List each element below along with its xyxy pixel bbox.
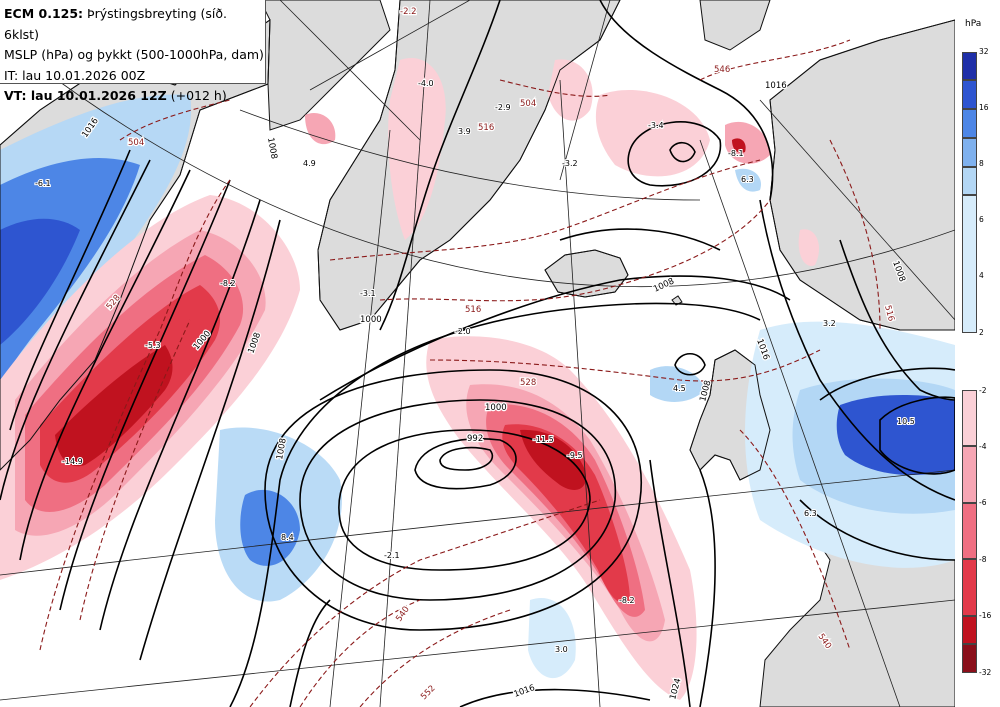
change-label: -2.1: [384, 551, 400, 560]
legend-tick: -4: [979, 442, 987, 451]
legend-swatch-rise: [962, 80, 977, 109]
change-label: 3.2: [823, 319, 836, 328]
model-name: ECM 0.125:: [4, 6, 84, 21]
header-line-4: VT: lau 10.01.2026 12Z (+012 h): [4, 86, 265, 107]
thickness-label: -2.2: [400, 7, 417, 17]
legend-tick: -6: [979, 498, 987, 507]
change-label: -14.9: [62, 457, 83, 466]
change-label: 6.3: [741, 175, 754, 184]
isobar-label: 1016: [765, 81, 787, 91]
thickness-contours: [39, 39, 881, 707]
header-line-2: MSLP (hPa) og þykkt (500-1000hPa, dam): [4, 47, 264, 62]
change-label: 10.5: [897, 417, 915, 426]
legend-swatch-rise: [962, 195, 977, 333]
weather-map: 1016 1008 1000 1008 1000 1008 992 1000 1…: [0, 0, 955, 707]
isobars: [0, 0, 955, 707]
legend-swatch-fall: [962, 503, 977, 559]
isobar-label: 992: [467, 434, 483, 444]
change-label: -11.5: [533, 435, 554, 444]
change-label: 4.5: [673, 384, 686, 393]
legend-tick: 32: [979, 47, 989, 56]
change-label: -3.1: [360, 289, 376, 298]
change-label: 4.9: [303, 159, 316, 168]
legend-swatch-fall: [962, 390, 977, 446]
header-line-3: IT: lau 10.01.2026 00Z: [4, 67, 146, 83]
legend-swatch-rise: [962, 167, 977, 195]
change-label: -3.2: [562, 159, 578, 168]
fall-area-greenland: [388, 58, 446, 240]
legend-tick: -16: [979, 611, 992, 620]
change-label: -3.4: [648, 121, 664, 130]
change-label: -9.5: [567, 451, 583, 460]
change-label: -5.3: [145, 341, 161, 350]
change-label: 8.4: [281, 533, 294, 542]
legend-swatch-rise: [962, 138, 977, 167]
legend-tick: 8: [979, 159, 984, 168]
legend-tick: -2: [979, 386, 987, 395]
isobar-label: 1000: [360, 315, 382, 325]
thickness-label: 504: [520, 99, 536, 109]
change-label: -2.9: [495, 103, 511, 112]
change-label: -8.2: [619, 596, 635, 605]
svalbard-land: [699, 0, 771, 51]
legend-tick: 16: [979, 103, 989, 112]
change-label: -2.0: [455, 327, 471, 336]
forecast-hour: (+012 h): [170, 88, 227, 103]
legend-swatch-rise: [962, 52, 977, 80]
legend-unit: hPa: [965, 19, 982, 29]
change-label: 3.0: [555, 645, 568, 654]
legend-swatch-rise: [962, 109, 977, 138]
change-label: -8.2: [220, 279, 236, 288]
pressure-fall-areas: [0, 58, 820, 700]
legend-tick: -8: [979, 555, 987, 564]
legend-tick: 2: [979, 328, 984, 337]
legend-swatch-fall: [962, 559, 977, 616]
color-legend: hPa 32 16 8 6 4 2 -2 -4 -6 -8 -16 -32: [957, 0, 1000, 707]
thickness-label: 528: [520, 378, 536, 388]
rise-area-atlantic: [528, 598, 576, 679]
legend-tick: -32: [979, 668, 992, 677]
legend-swatch-fall: [962, 446, 977, 503]
thickness-label: 516: [465, 305, 481, 315]
legend-tick: 4: [979, 271, 984, 280]
change-label: -8.1: [728, 149, 744, 158]
change-label: -6.1: [35, 179, 51, 188]
thickness-label: 516: [478, 123, 494, 133]
valid-time: VT: lau 10.01.2026 12Z: [4, 88, 167, 103]
change-label: 6.3: [804, 509, 817, 518]
legend-swatch-fall: [962, 644, 977, 673]
change-label: -4.0: [418, 79, 434, 88]
isobar-label: 1000: [485, 403, 507, 413]
legend-tick: 6: [979, 215, 984, 224]
legend-swatch-fall: [962, 616, 977, 644]
parameter-name: Þrýstingsbreyting (síð. 6klst): [4, 6, 227, 42]
thickness-label: 504: [128, 138, 144, 148]
header-line-1: ECM 0.125: Þrýstingsbreyting (síð. 6klst…: [4, 4, 265, 45]
change-label: 3.9: [458, 127, 471, 136]
map-header: ECM 0.125: Þrýstingsbreyting (síð. 6klst…: [0, 0, 266, 103]
thickness-label: 546: [714, 65, 730, 75]
